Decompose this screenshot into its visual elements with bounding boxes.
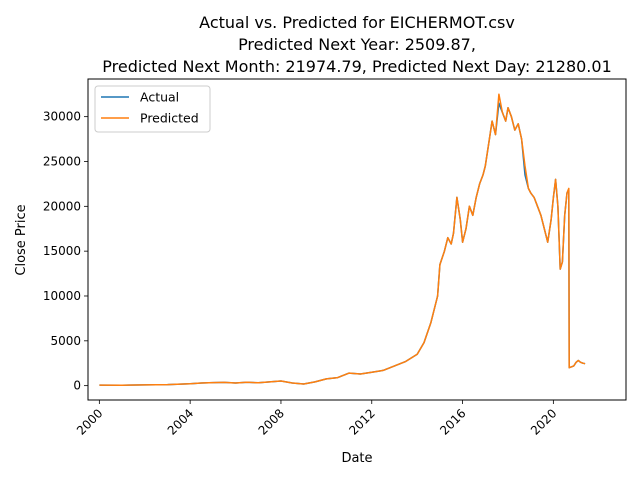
y-axis-label: Close Price bbox=[14, 204, 29, 275]
chart-title-line-3: Predicted Next Month: 21974.79, Predicte… bbox=[102, 57, 612, 76]
plot-area-frame bbox=[87, 78, 627, 401]
y-tick-label: 25000 bbox=[43, 154, 81, 168]
y-tick-label: 5000 bbox=[50, 334, 81, 348]
legend-actual-label: Actual bbox=[140, 90, 179, 105]
y-tick-label: 0 bbox=[73, 379, 81, 393]
y-tick-label: 15000 bbox=[43, 244, 81, 258]
y-tick-label: 10000 bbox=[43, 289, 81, 303]
series-line-predicted bbox=[99, 93, 586, 386]
legend-predicted-label: Predicted bbox=[140, 111, 199, 126]
chart-title-line-2: Predicted Next Year: 2509.87, bbox=[238, 35, 476, 54]
legend: Actual Predicted bbox=[94, 85, 211, 133]
y-axis: 0 5000 10000 15000 20000 25000 30000 bbox=[43, 110, 88, 393]
series-layer bbox=[99, 93, 586, 386]
y-tick-label: 30000 bbox=[43, 110, 81, 124]
chart-title-line-1: Actual vs. Predicted for EICHERMOT.csv bbox=[199, 13, 515, 32]
x-axis-label: Date bbox=[341, 451, 372, 466]
y-tick-label: 20000 bbox=[43, 199, 81, 213]
